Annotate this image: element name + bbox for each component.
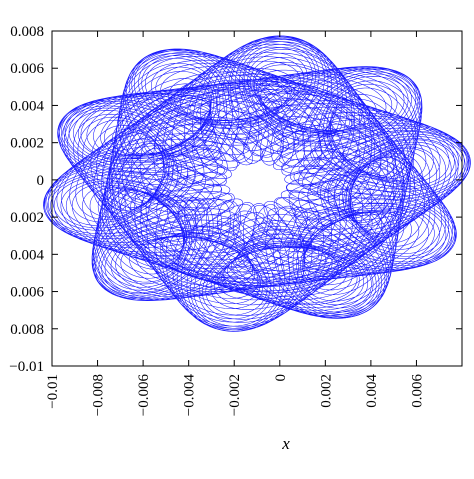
- y-tick-label: 0.006: [10, 285, 44, 301]
- x-tick-label: 0.004: [364, 374, 380, 408]
- trajectory-series-line: [43, 35, 471, 332]
- y-tick-label: 0.004: [10, 98, 44, 114]
- y-tick-label: 0.008: [10, 24, 44, 40]
- y-tick-label: −0.01: [9, 359, 44, 375]
- y-tick-label: 0.002: [10, 136, 44, 152]
- plot-frame: [51, 30, 463, 367]
- y-tick-label: 0.004: [10, 247, 44, 263]
- y-tick-label: 0.008: [10, 322, 44, 338]
- x-tick-label: 0: [273, 374, 289, 382]
- x-tick-label: −0.002: [227, 374, 243, 416]
- x-tick-label: 0.006: [409, 374, 425, 408]
- x-tick-label: 0.002: [318, 374, 334, 408]
- x-axis-label: x: [281, 434, 290, 453]
- x-tick-label: −0.006: [136, 374, 152, 417]
- tick-layer: 0.008 0.006 0.004 0.002 0 0.002 0.004 0.006 0.00…: [9, 24, 462, 416]
- x-tick-label: −0.01: [45, 374, 61, 409]
- x-tick-label: −0.004: [182, 374, 198, 417]
- y-tick-label: 0: [37, 173, 45, 189]
- x-tick-label: −0.008: [91, 374, 107, 416]
- y-tick-label: 0.006: [10, 61, 44, 77]
- y-tick-label: 0.002: [10, 210, 44, 226]
- trajectory-layer: [43, 35, 471, 332]
